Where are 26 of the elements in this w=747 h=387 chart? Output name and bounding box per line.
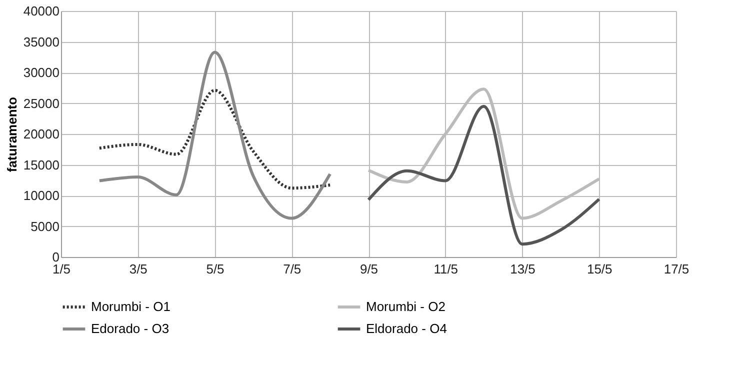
y-tick-label: 20000: [23, 126, 60, 142]
legend-label: Morumbi - O1: [91, 299, 170, 314]
y-axis-title: faturamento: [4, 96, 20, 172]
line-series: [98, 88, 332, 190]
y-tick-label: 25000: [23, 96, 60, 111]
x-tick-label: 7/5: [283, 262, 302, 276]
x-tick-label: 1/5: [52, 262, 71, 276]
y-tick-label: 30000: [23, 65, 60, 80]
y-tick-label: 40000: [23, 4, 60, 18]
x-tick-label: 5/5: [206, 262, 224, 276]
y-tick-label: 0: [52, 250, 60, 264]
y-tick-label: 10000: [23, 188, 60, 203]
legend-label: Eldorado - O4: [366, 321, 447, 336]
y-tick-label: 35000: [23, 34, 60, 50]
legend-label: Morumbi - O2: [366, 299, 446, 314]
y-tick-label: 15000: [23, 157, 60, 172]
x-tick-label: 15/5: [586, 262, 612, 276]
x-tick-label: 3/5: [129, 262, 148, 276]
legend-label: Edorado - O3: [91, 321, 170, 336]
line-series: [98, 50, 332, 220]
x-tick-label: 9/5: [360, 262, 378, 276]
x-tick-label: 11/5: [434, 262, 458, 276]
x-tick-label: 17/5: [664, 262, 690, 276]
line-series: [367, 104, 601, 246]
x-tick-label: 13/5: [510, 262, 536, 276]
y-tick-label: 5000: [30, 218, 60, 234]
